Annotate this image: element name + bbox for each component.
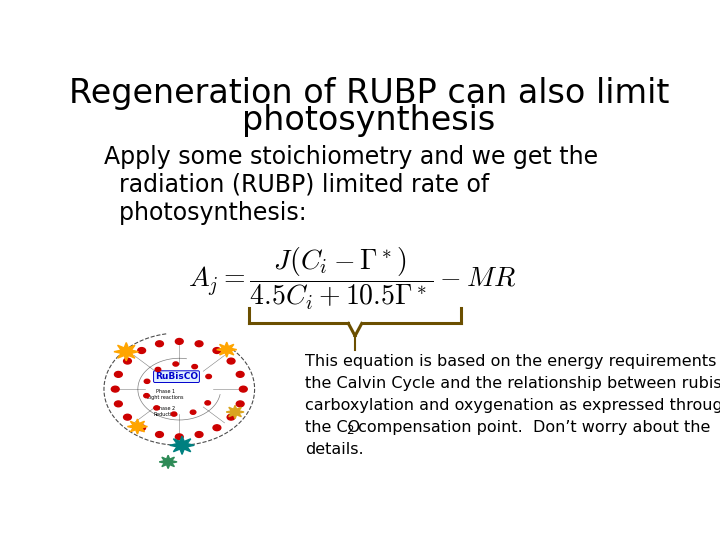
Text: photosynthesis:: photosynthesis: [104, 201, 307, 225]
Circle shape [114, 401, 122, 407]
Circle shape [156, 341, 163, 347]
Circle shape [156, 431, 163, 437]
Circle shape [112, 386, 119, 392]
Circle shape [228, 414, 235, 420]
Text: Apply some stoichiometry and we get the: Apply some stoichiometry and we get the [104, 145, 598, 168]
Circle shape [195, 341, 203, 347]
Circle shape [144, 379, 150, 383]
Circle shape [155, 367, 161, 372]
Text: carboxylation and oxygenation as expressed through: carboxylation and oxygenation as express… [305, 398, 720, 413]
Text: 2: 2 [346, 424, 354, 437]
Circle shape [173, 362, 179, 366]
Circle shape [190, 410, 196, 414]
Circle shape [114, 372, 122, 377]
Circle shape [240, 386, 247, 392]
Text: Phase 1
Light reactions: Phase 1 Light reactions [147, 389, 184, 400]
Text: $A_j = \dfrac{J(C_i - \Gamma^*)}{4.5C_i +10.5\Gamma^*} - MR$: $A_j = \dfrac{J(C_i - \Gamma^*)}{4.5C_i … [188, 246, 516, 312]
Circle shape [171, 412, 177, 416]
Polygon shape [226, 406, 244, 419]
Circle shape [176, 434, 183, 440]
Text: details.: details. [305, 442, 364, 457]
Text: the CO: the CO [305, 420, 360, 435]
Circle shape [236, 372, 244, 377]
Circle shape [138, 425, 145, 430]
Text: Regeneration of RUBP can also limit: Regeneration of RUBP can also limit [69, 77, 669, 110]
Text: the Calvin Cycle and the relationship between rubisco: the Calvin Cycle and the relationship be… [305, 376, 720, 391]
Text: photosynthesis: photosynthesis [243, 104, 495, 137]
Circle shape [124, 358, 131, 364]
Circle shape [138, 348, 145, 354]
Circle shape [213, 348, 221, 354]
Polygon shape [217, 342, 237, 357]
Circle shape [206, 374, 212, 379]
Circle shape [154, 406, 159, 410]
Text: This equation is based on the energy requirements of: This equation is based on the energy req… [305, 354, 720, 369]
Circle shape [213, 425, 221, 430]
Polygon shape [159, 455, 177, 469]
Circle shape [192, 364, 197, 369]
Circle shape [236, 401, 244, 407]
Text: Phase 2
Reduction: Phase 2 Reduction [153, 406, 178, 416]
Circle shape [124, 414, 131, 420]
Circle shape [144, 394, 149, 398]
Circle shape [228, 358, 235, 364]
Polygon shape [170, 436, 194, 454]
Polygon shape [127, 419, 148, 434]
Circle shape [205, 401, 210, 405]
Circle shape [195, 431, 203, 437]
Text: compensation point.  Don’t worry about the: compensation point. Don’t worry about th… [354, 420, 711, 435]
Text: RuBisCO: RuBisCO [155, 372, 198, 381]
Polygon shape [114, 342, 138, 361]
Circle shape [176, 339, 183, 345]
Text: radiation (RUBP) limited rate of: radiation (RUBP) limited rate of [104, 173, 489, 197]
